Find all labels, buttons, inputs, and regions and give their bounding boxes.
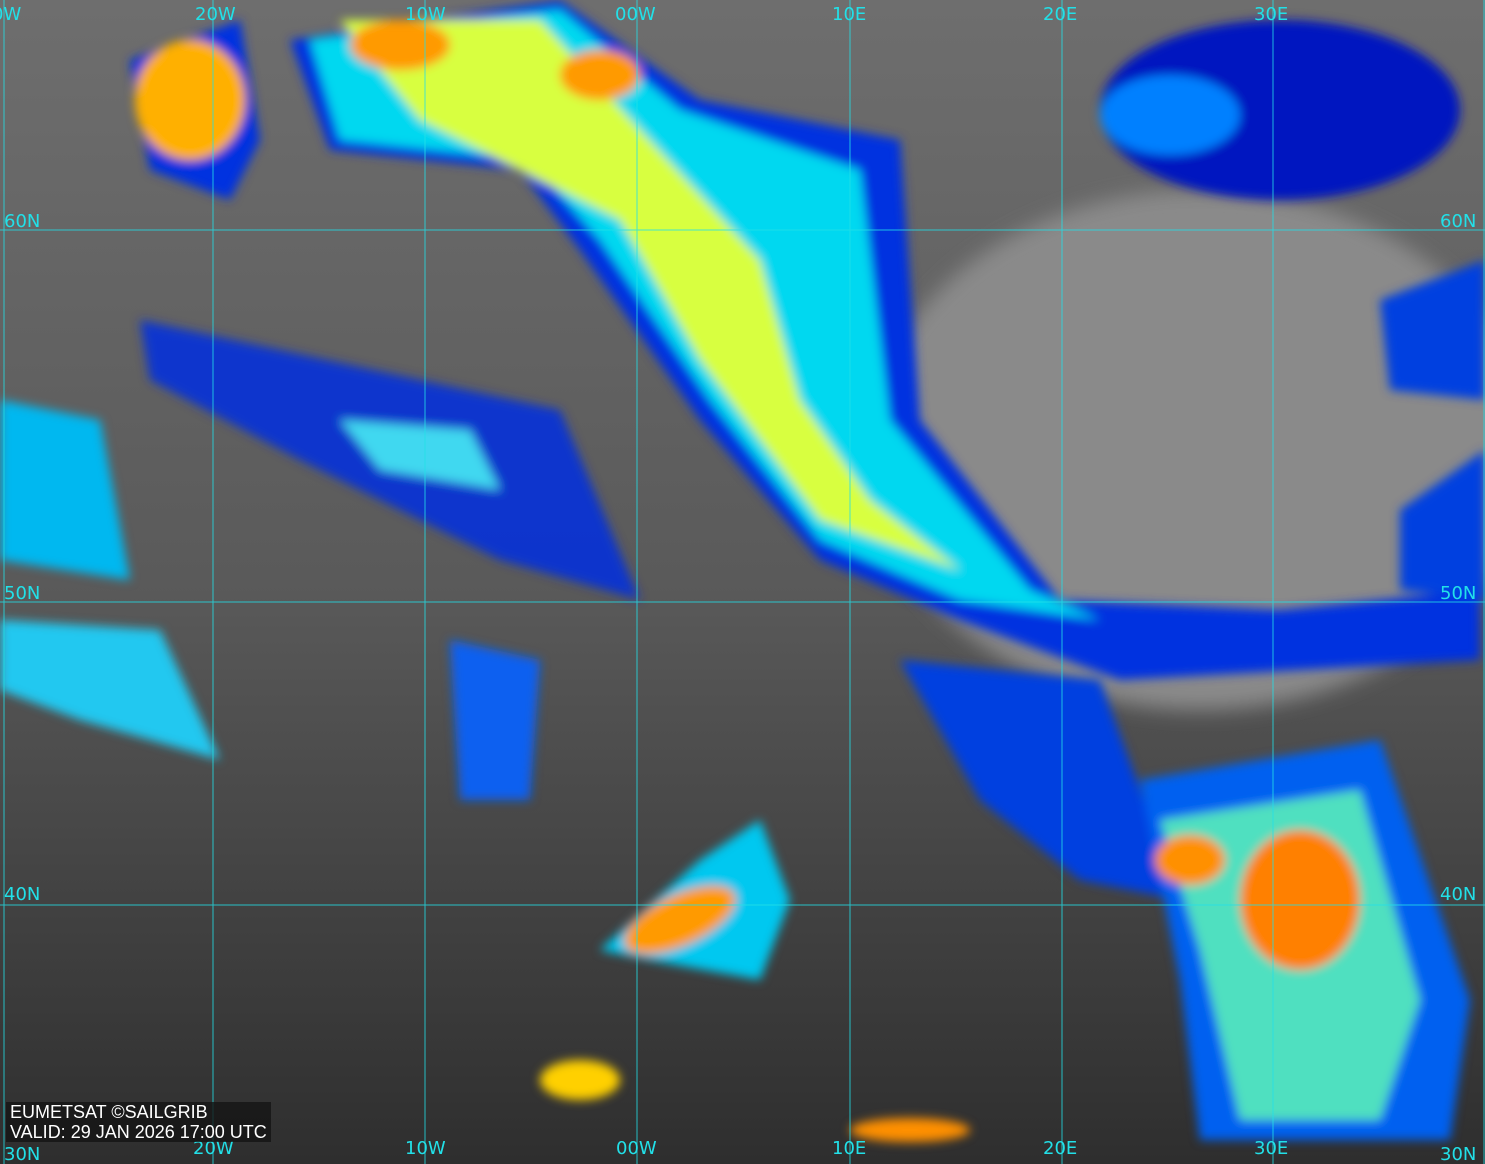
grid-label: 40N [1440, 884, 1477, 905]
grid-label: 10E [832, 4, 867, 25]
grid-label: 10E [832, 1138, 867, 1159]
grid-label: 0W [0, 4, 22, 25]
cloud-cluster [0, 620, 220, 760]
grid-label: 10W [405, 4, 446, 25]
cloud-cluster [340, 420, 500, 490]
grid-label: 50N [4, 583, 41, 604]
grid-label: 20E [1043, 4, 1078, 25]
cold-top [1240, 830, 1360, 970]
grid-label: 00W [616, 1138, 657, 1159]
grid-label: 20E [1043, 1138, 1078, 1159]
source-credit: EUMETSAT ©SAILGRIB [10, 1102, 208, 1122]
grid-label: 60N [1440, 211, 1477, 232]
cloud-band-core [340, 20, 960, 570]
cold-top [624, 885, 736, 955]
cloud-cluster [1380, 260, 1485, 400]
cloud-cluster [0, 400, 130, 580]
grid-label: 20W [195, 4, 236, 25]
cold-top [135, 40, 245, 160]
cloud-cluster [1100, 20, 1460, 200]
grid-label: 20W [193, 1138, 234, 1159]
cold-top [1155, 835, 1225, 885]
grid-label: 40N [4, 884, 41, 905]
grid-label: 30E [1254, 1138, 1289, 1159]
cloud-cluster [850, 1118, 970, 1142]
grid-label: 00W [615, 4, 656, 25]
valid-time: VALID: 29 JAN 2026 17:00 UTC [10, 1122, 267, 1142]
grid-label: 50N [1440, 583, 1477, 604]
cold-top [560, 50, 640, 100]
grid-label: 60N [4, 211, 41, 232]
grid-label: 30N [1440, 1144, 1477, 1164]
grid-label: 10W [405, 1138, 446, 1159]
cold-top [350, 20, 450, 70]
caption-box: EUMETSAT ©SAILGRIB VALID: 29 JAN 2026 17… [6, 1102, 271, 1142]
cloud-cluster [1100, 75, 1240, 155]
cloud-cluster [1400, 450, 1485, 600]
cloud-cluster [540, 1060, 620, 1100]
grid-label: 30N [4, 1144, 41, 1164]
cloud-cluster [450, 640, 540, 800]
grid-label: 30E [1254, 4, 1289, 25]
cloud-cluster [900, 660, 1180, 900]
